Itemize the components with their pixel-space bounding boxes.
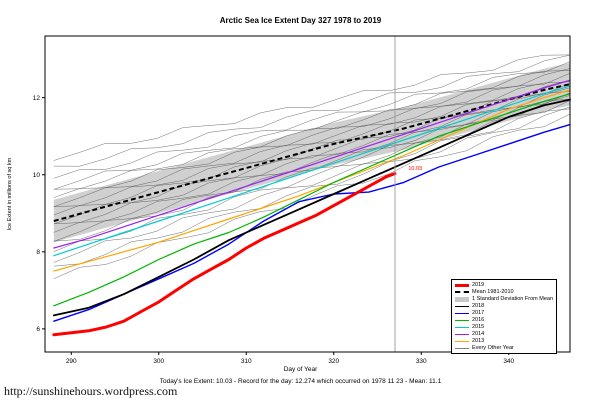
legend-item-2018: 2018 [455,303,553,309]
gray-year-line [53,91,571,225]
legend-item-2019: 2019 [455,282,553,288]
x-tick-label: 330 [416,358,427,365]
legend-item-label: 2019 [472,282,485,288]
series-2014-line [53,79,571,249]
mean-line [53,83,571,222]
legend-swatch [455,291,469,293]
plot-border [44,35,571,353]
y-tick-label: 10 [33,172,41,179]
series-2016-line [53,93,571,307]
legend-item-2014: 2014 [455,331,553,337]
legend-item-mean-1981-2010: Mean 1981-2010 [455,289,553,295]
gray-year-line [53,54,571,167]
legend-swatch [455,333,469,335]
gray-year-line [53,108,571,263]
legend: 2019 Mean 1981-2010 1 Standard Deviation F… [451,279,558,354]
legend-swatch [455,319,469,321]
x-tick-label: 300 [153,358,164,365]
series-2019-line [52,172,397,337]
legend-item-label: Every Other Year [472,345,514,351]
gray-year-line [53,68,571,190]
legend-swatch [455,283,469,287]
legend-item-every-other-year: Every Other Year [455,345,553,351]
legend-item-label: 2016 [472,317,485,323]
legend-swatch [455,312,469,314]
gray-year-line [53,70,571,190]
gray-year-line [53,113,571,280]
gray-year-line [53,106,571,267]
sd-band [53,63,571,243]
gray-year-line [53,73,571,198]
series-2013-line [53,89,571,272]
legend-item-label: 2017 [472,310,485,316]
gray-year-line [53,54,571,161]
y-axis-label: Ice Extent in millions of sq km [7,157,13,231]
x-axis-label: Day of Year [283,366,318,373]
legend-swatch [455,347,469,349]
x-tick-label: 290 [66,358,77,365]
x-tick-label: 340 [503,358,514,365]
legend-item-2015: 2015 [455,324,553,330]
series-2018-line [52,98,571,317]
legend-item-label: 1 Standard Deviation From Mean [472,296,554,302]
x-tick-label: 320 [328,358,339,365]
gray-year-line [53,87,571,225]
legend-swatch [455,326,469,328]
gray-year-line [53,79,571,207]
legend-item-label: 2015 [472,324,485,330]
gray-year-line [53,92,571,233]
legend-item-label: 2014 [472,331,485,337]
y-tick-label: 12 [33,95,41,102]
legend-item-1-standard-deviation-from-mean: 1 Standard Deviation From Mean [455,296,553,302]
legend-item-label: 2018 [472,303,485,309]
y-tick-label: 6 [36,326,40,333]
gray-year-line [53,81,571,207]
legend-item-label: 2013 [472,338,485,344]
footer-note: Today's Ice Extent: 10.03 - Record for t… [159,378,442,385]
legend-swatch [455,305,469,307]
legend-item-2013: 2013 [455,338,553,344]
x-tick-label: 310 [241,358,252,365]
legend-item-2016: 2016 [455,317,553,323]
legend-swatch [455,296,469,302]
y-tick-label: 8 [36,249,40,256]
legend-swatch [455,340,469,342]
series-2015-line [53,85,571,257]
vline-annotation: 10.03 [408,165,423,172]
gray-year-line [53,61,571,179]
site-url: http://sunshinehours.wordpress.com [4,384,178,398]
chart-title: Arctic Sea Ice Extent Day 327 1978 to 20… [219,16,382,25]
legend-item-2017: 2017 [455,310,553,316]
legend-item-label: Mean 1981-2010 [472,289,514,295]
